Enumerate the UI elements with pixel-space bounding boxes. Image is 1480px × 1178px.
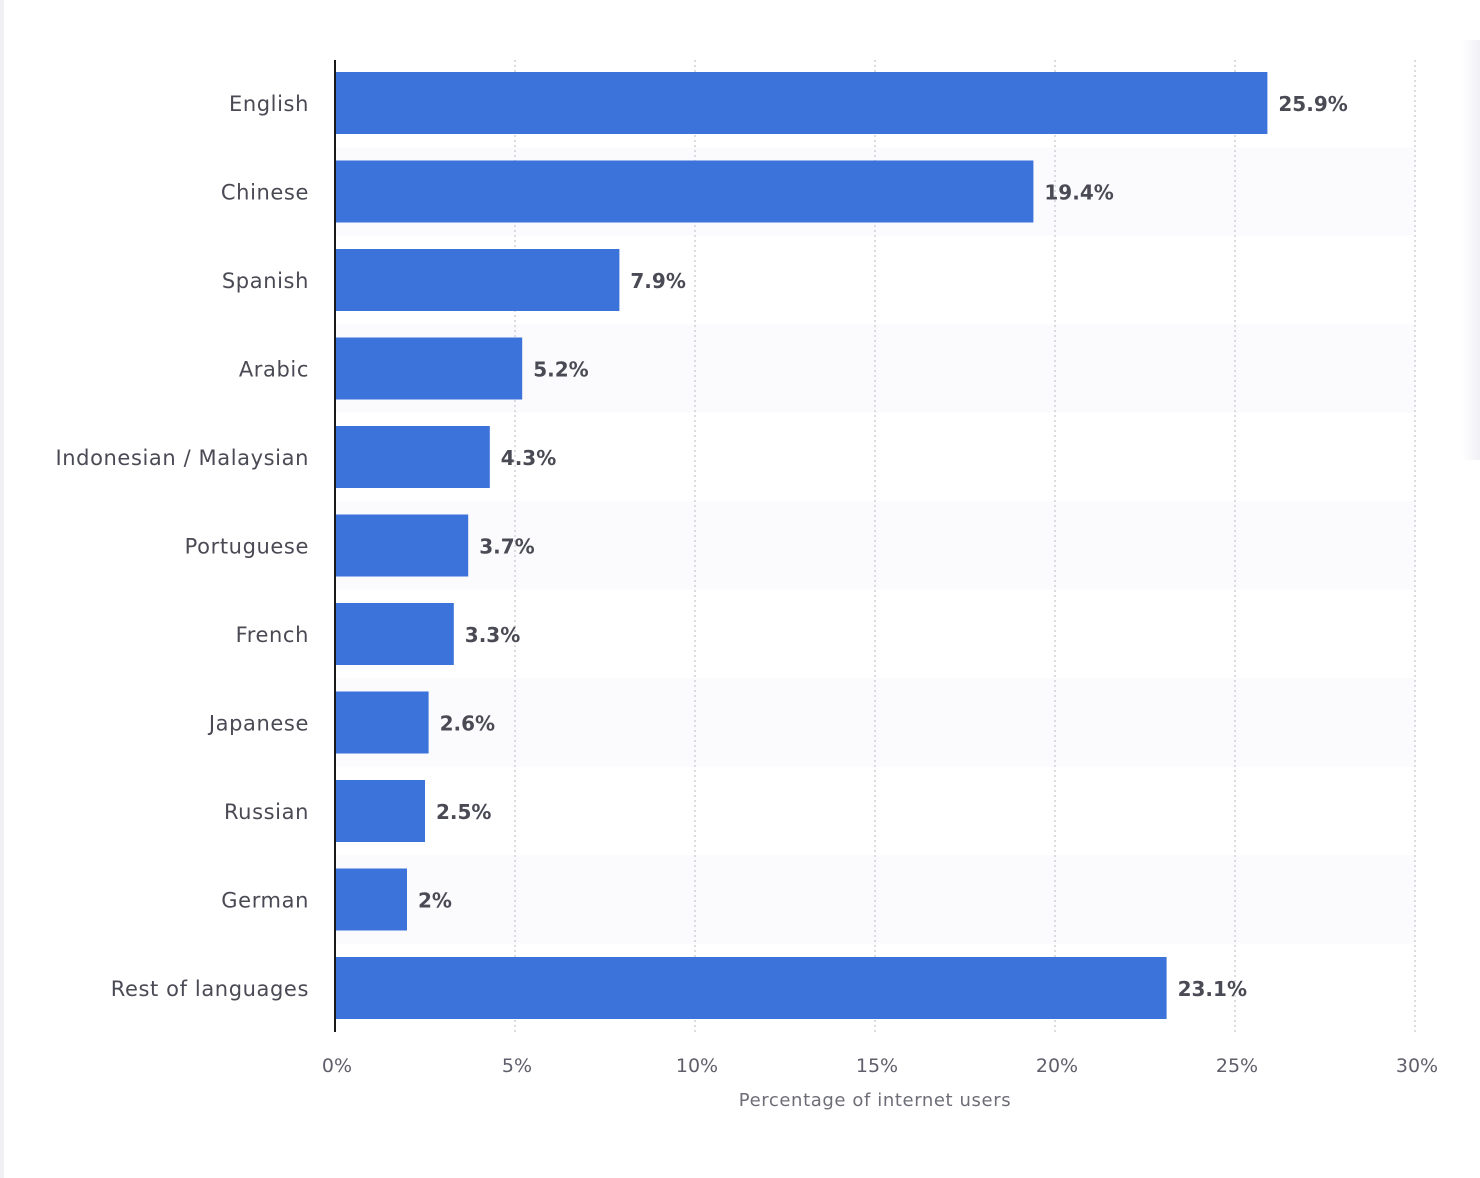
category-label: Japanese [207, 712, 309, 736]
value-label: 2% [418, 889, 452, 913]
x-tick-label: 15% [856, 1055, 898, 1077]
category-label: German [221, 889, 309, 913]
x-tick-labels: 0% 5% 10% 15% 20% 25% 30% [322, 1055, 1438, 1077]
value-label: 23.1% [1178, 977, 1247, 1001]
bar[interactable] [335, 691, 429, 754]
category-label: French [236, 623, 309, 647]
x-tick-label: 20% [1036, 1055, 1078, 1077]
category-label: Spanish [222, 269, 309, 293]
value-label: 4.3% [501, 446, 556, 470]
value-label: 19.4% [1044, 181, 1113, 205]
bar[interactable] [335, 957, 1167, 1019]
value-label: 2.6% [440, 712, 495, 736]
value-label: 5.2% [533, 358, 588, 382]
bar[interactable] [335, 780, 425, 842]
frame-left-edge [0, 0, 4, 1178]
row-band [335, 678, 1415, 767]
value-labels: 25.9% 19.4% 7.9% 5.2% 4.3% 3.7% 3.3% 2.6% 2.5% 2%… [418, 92, 1348, 1001]
x-tick-label: 25% [1216, 1055, 1258, 1077]
category-labels: English Chinese Spanish Arabic Indonesian / … [55, 92, 309, 1001]
value-label: 7.9% [630, 269, 685, 293]
bar[interactable] [335, 160, 1034, 223]
bar[interactable] [335, 337, 523, 400]
category-label: Chinese [221, 181, 309, 205]
bar[interactable] [335, 514, 469, 577]
value-label: 3.3% [465, 623, 520, 647]
x-tick-label: 0% [322, 1055, 352, 1077]
frame-right-shadow [1462, 40, 1480, 460]
bar[interactable] [335, 603, 454, 665]
category-label: English [229, 92, 309, 116]
gridlines [514, 60, 1416, 1032]
x-axis-title: Percentage of internet users [739, 1090, 1011, 1111]
x-tick-label: 5% [502, 1055, 532, 1077]
category-label: Portuguese [185, 535, 309, 559]
x-tick-label: 10% [676, 1055, 718, 1077]
bar[interactable] [335, 426, 490, 488]
category-label: Indonesian / Malaysian [55, 446, 309, 470]
bar[interactable] [335, 868, 407, 931]
category-label: Rest of languages [111, 977, 309, 1001]
bar[interactable] [335, 72, 1268, 134]
x-tick-label: 30% [1396, 1055, 1438, 1077]
category-label: Russian [224, 800, 309, 824]
value-label: 2.5% [436, 800, 491, 824]
value-label: 25.9% [1278, 92, 1347, 116]
bar[interactable] [335, 249, 620, 311]
bars [335, 72, 1268, 1019]
value-label: 3.7% [479, 535, 534, 559]
category-label: Arabic [239, 358, 309, 382]
